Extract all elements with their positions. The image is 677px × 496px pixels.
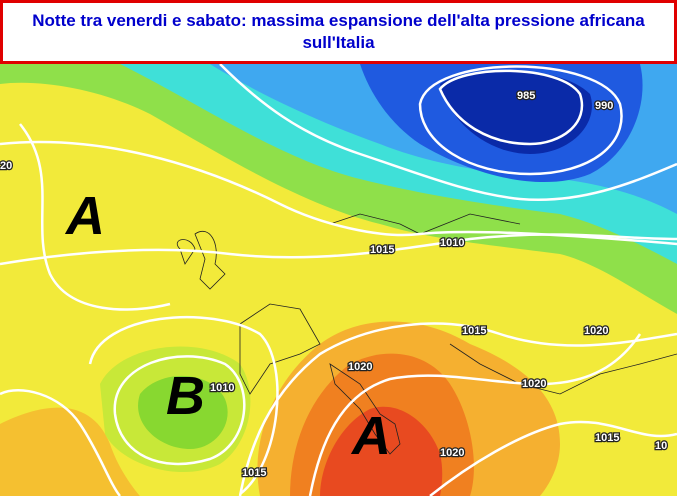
isobar (429, 420, 677, 496)
isobar-label: 1020 (348, 361, 372, 373)
isobar-label: 1015 (595, 432, 619, 444)
pressure-center: A (64, 186, 105, 246)
isobar (308, 333, 642, 496)
isobar-label: 985 (517, 90, 535, 102)
isobar (88, 315, 279, 495)
isobar (438, 69, 584, 146)
isobar-label: 1010 (210, 382, 234, 394)
isobar-label: 990 (595, 100, 613, 112)
isobar-label: 1020 (522, 378, 546, 390)
isobar (219, 64, 677, 201)
isobar-label: 1010 (440, 237, 464, 249)
orange-sw (0, 407, 140, 496)
low-core (440, 70, 592, 154)
isobar (113, 355, 246, 466)
pressure-center: B (166, 366, 205, 426)
isobar-label: 1020 (440, 447, 464, 459)
isobar (0, 233, 677, 266)
isobar (0, 389, 121, 496)
isobar-label: 1020 (584, 325, 608, 337)
map-title: Notte tra venerdi e sabato: massima espa… (0, 0, 677, 64)
isobar-label: 1015 (462, 325, 486, 337)
isobar (19, 123, 171, 311)
isobar-label: 20 (0, 160, 12, 172)
pressure-center: A (350, 406, 391, 466)
isobar (418, 65, 623, 176)
red-core (320, 406, 443, 496)
isobar-label: 10 (655, 440, 667, 452)
isobar-label: 1015 (370, 244, 394, 256)
isobar-label: 1015 (242, 467, 266, 479)
green-low-inner (138, 375, 228, 449)
isobar (238, 322, 677, 496)
